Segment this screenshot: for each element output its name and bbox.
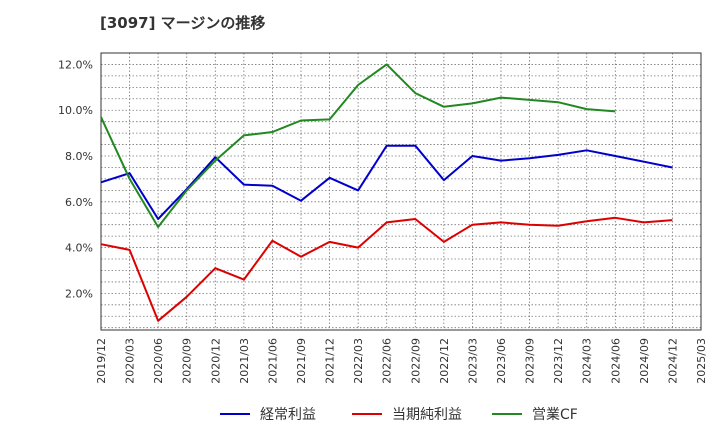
x-tick-label: 2023/09 <box>524 338 537 384</box>
chart-title: [3097] マージンの推移 <box>100 14 266 32</box>
y-tick-label: 10.0% <box>58 104 93 117</box>
x-tick-label: 2022/03 <box>352 338 365 384</box>
x-tick-label: 2021/09 <box>295 338 308 384</box>
legend-swatch <box>492 413 522 415</box>
series-line <box>100 144 673 220</box>
legend-label: 経常利益 <box>260 407 316 423</box>
x-tick-label: 2024/12 <box>666 338 679 384</box>
y-tick-label: 12.0% <box>58 58 93 71</box>
x-tick-label: 2024/06 <box>609 338 622 384</box>
x-tick-label: 2022/12 <box>438 338 451 384</box>
y-tick-label: 8.0% <box>65 150 93 163</box>
x-tick-label: 2020/12 <box>209 338 222 384</box>
x-tick-label: 2021/03 <box>238 338 251 384</box>
y-tick-label: 6.0% <box>65 196 93 209</box>
series-line <box>100 63 616 228</box>
grid-lines <box>100 52 702 330</box>
x-tick-label: 2022/09 <box>409 338 422 384</box>
y-tick-label: 4.0% <box>65 242 93 255</box>
legend-label: 当期純利益 <box>392 407 462 423</box>
plot-frame <box>100 52 702 331</box>
legend-item: 経常利益 <box>220 404 316 424</box>
x-tick-label: 2020/06 <box>152 338 165 384</box>
x-tick-label: 2025/03 <box>695 338 708 384</box>
legend-item: 当期純利益 <box>352 404 462 424</box>
x-tick-label: 2022/06 <box>381 338 394 384</box>
legend-item: 営業CF <box>492 404 578 424</box>
tick-labels: 2.0% 4.0% 6.0% 8.0% 10.0% 12.0% 2019/12 2020/03… <box>58 58 708 383</box>
x-tick-label: 2020/09 <box>181 338 194 384</box>
legend-label: 営業CF <box>532 407 578 423</box>
series-lines <box>100 63 673 322</box>
x-tick-label: 2020/03 <box>124 338 137 384</box>
x-tick-label: 2021/12 <box>324 338 337 384</box>
legend-swatch <box>352 413 382 415</box>
x-tick-label: 2023/06 <box>495 338 508 384</box>
y-tick-label: 2.0% <box>65 287 93 300</box>
x-tick-label: 2021/06 <box>266 338 279 384</box>
axes <box>100 52 702 331</box>
x-tick-label: 2023/03 <box>466 338 479 384</box>
x-tick-label: 2024/03 <box>581 338 594 384</box>
legend-swatch <box>220 413 250 415</box>
x-tick-label: 2023/12 <box>552 338 565 384</box>
series-line <box>100 216 673 322</box>
x-tick-label: 2024/09 <box>638 338 651 384</box>
x-tick-label: 2019/12 <box>95 338 108 384</box>
